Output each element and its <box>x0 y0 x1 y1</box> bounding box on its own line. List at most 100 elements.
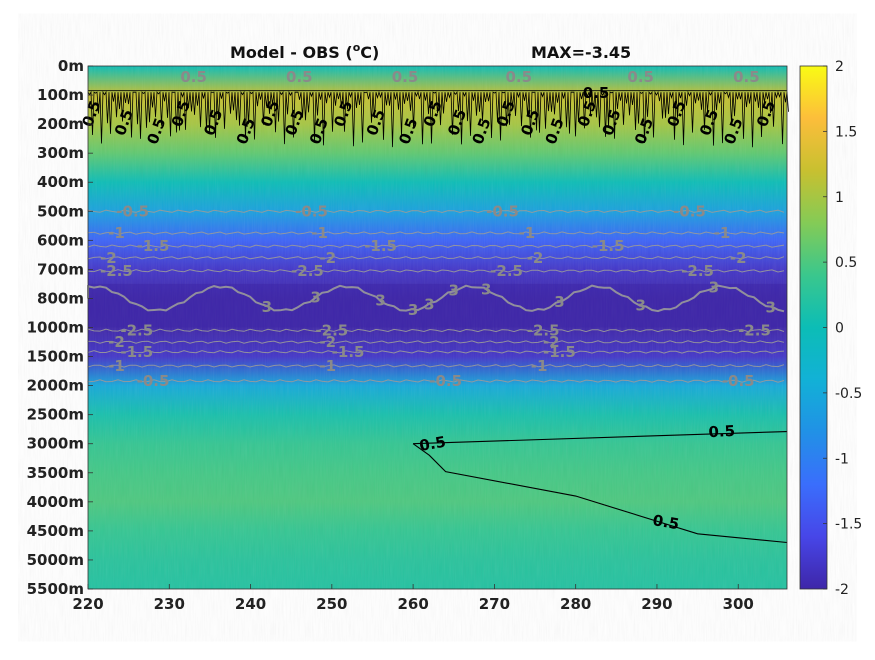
contour-label: -2 <box>730 249 747 267</box>
colorbar-tick-label: -0.5 <box>835 386 862 402</box>
deep-contour-label: 0.5 <box>708 422 735 441</box>
surface-label: 0.5 <box>627 68 654 86</box>
contour-label: -0.5 <box>722 372 755 390</box>
contour-line-mixed-layer <box>87 90 789 148</box>
colorbar-tick-label: 1 <box>835 190 844 206</box>
y-tick-label: 2500m <box>27 406 84 424</box>
y-tick-label: 5500m <box>27 580 84 598</box>
contour-label: 3 <box>481 281 491 299</box>
contour-label: -0.5 <box>137 372 170 390</box>
contour-label: -1 <box>108 357 125 375</box>
contour-label: -2.5 <box>120 321 153 339</box>
contour-label: -2.5 <box>527 321 560 339</box>
contour-label: -1.5 <box>332 343 365 361</box>
y-tick-label: 1500m <box>27 348 84 366</box>
contour-label: -2 <box>319 249 336 267</box>
x-tick-label: 280 <box>560 595 591 613</box>
axes: 0m 100m 200m 300m 400m 500m 600m 700m 800m 1000m 1… <box>27 57 788 613</box>
contour-label: -2 <box>108 333 125 351</box>
contour-label: 3 <box>766 298 776 316</box>
chart-title: Model - OBS (oC) <box>230 41 379 62</box>
contour-label: -1.5 <box>364 237 397 255</box>
contour-line-negative <box>87 364 785 368</box>
title-suffix: C) <box>360 43 379 62</box>
y-tick-label: 4500m <box>27 522 84 540</box>
contour-label: -1 <box>714 224 731 242</box>
y-tick-label: 1000m <box>27 319 84 337</box>
contour-label: -1.5 <box>543 343 576 361</box>
contour-label: -2 <box>527 249 544 267</box>
contour-line-negative <box>87 231 785 235</box>
y-tick-label: 300m <box>37 144 84 162</box>
deep-contour-upper <box>413 430 788 445</box>
colorbar: 2 1.5 1 0.5 0 -0.5 -1 -1.5 -2 <box>799 59 862 598</box>
contours: -0.5 -0.5 -0.5 -0.5-1 -1 -1 -1-1.5 -1.5 -1.5-2 -2… <box>78 68 789 544</box>
contour-label: -0.5 <box>673 202 706 220</box>
y-tick-label: 500m <box>37 202 84 220</box>
surface-label: 0.5 <box>286 68 313 86</box>
mixed-layer-label: 0.5 <box>583 84 610 102</box>
deep-contour-label: 0.5 <box>418 433 447 455</box>
y-tick-label: 800m <box>37 289 84 307</box>
contour-line-negative <box>87 340 785 344</box>
title-superscript: o <box>353 41 361 54</box>
y-tick-label: 3000m <box>27 435 84 453</box>
contour-label: -1 <box>319 357 336 375</box>
contour-label: 3 <box>635 296 645 314</box>
contour-line-negative <box>87 269 785 273</box>
contour-label: -0.5 <box>295 202 328 220</box>
title-prefix: Model - OBS ( <box>230 43 353 62</box>
contour-label: -2.5 <box>100 262 133 280</box>
contour-label: 3 <box>554 293 564 311</box>
surface-label: 0.5 <box>505 68 532 86</box>
y-tick-label: 2000m <box>27 377 84 395</box>
contour-label: 3 <box>262 298 272 316</box>
contour-label: -2 <box>543 333 560 351</box>
colorbar-tick-label: -1 <box>835 451 849 467</box>
contour-label: -2.5 <box>315 321 348 339</box>
x-tick-label: 270 <box>479 595 510 613</box>
contour-line-negative <box>87 379 785 383</box>
core-band <box>88 283 787 328</box>
contour-label: -2 <box>100 249 117 267</box>
contour-label: 3 <box>424 295 434 313</box>
contour-label: -0.5 <box>429 372 462 390</box>
colorbar-tick-label: 2 <box>835 59 844 75</box>
colorbar-bar <box>799 65 828 590</box>
contour-line-negative <box>87 350 785 354</box>
contour-line-negative <box>87 209 785 214</box>
contour-label: -2.5 <box>490 262 523 280</box>
contour-label: -1 <box>311 224 328 242</box>
deep-contour-label: 0.5 <box>651 511 680 533</box>
contour-line-negative <box>87 284 785 313</box>
max-annotation: MAX=-3.45 <box>531 43 631 62</box>
x-tick-label: 250 <box>316 595 347 613</box>
colorbar-tick-label: 1.5 <box>835 124 857 140</box>
x-tick-label: 260 <box>397 595 428 613</box>
x-tick-label: 300 <box>723 595 754 613</box>
contour-label: 3 <box>375 292 385 310</box>
colorbar-tick-label: 0 <box>835 321 844 337</box>
contour-label: -2.5 <box>291 262 324 280</box>
contour-label: -1 <box>108 224 125 242</box>
surface-label: 0.5 <box>392 68 419 86</box>
contour-line-negative <box>87 244 785 248</box>
contour-label: 3 <box>709 279 719 297</box>
plot-area <box>88 66 787 589</box>
deep-contour-lower <box>412 443 788 544</box>
contour-label: -0.5 <box>116 202 149 220</box>
contour-label: 3 <box>449 282 459 300</box>
y-tick-label: 3500m <box>27 464 84 482</box>
y-tick-label: 100m <box>37 86 84 104</box>
y-tick-label: 600m <box>37 231 84 249</box>
contour-label: 3 <box>310 289 320 307</box>
contour-label: 3 <box>408 301 418 319</box>
contour-label: -1 <box>519 224 536 242</box>
contour-line-negative <box>87 328 785 333</box>
colorbar-tick-label: 0.5 <box>835 255 857 271</box>
colorbar-tick-label: -2 <box>835 582 849 598</box>
contour-label: -1 <box>531 357 548 375</box>
x-tick-label: 220 <box>72 595 103 613</box>
